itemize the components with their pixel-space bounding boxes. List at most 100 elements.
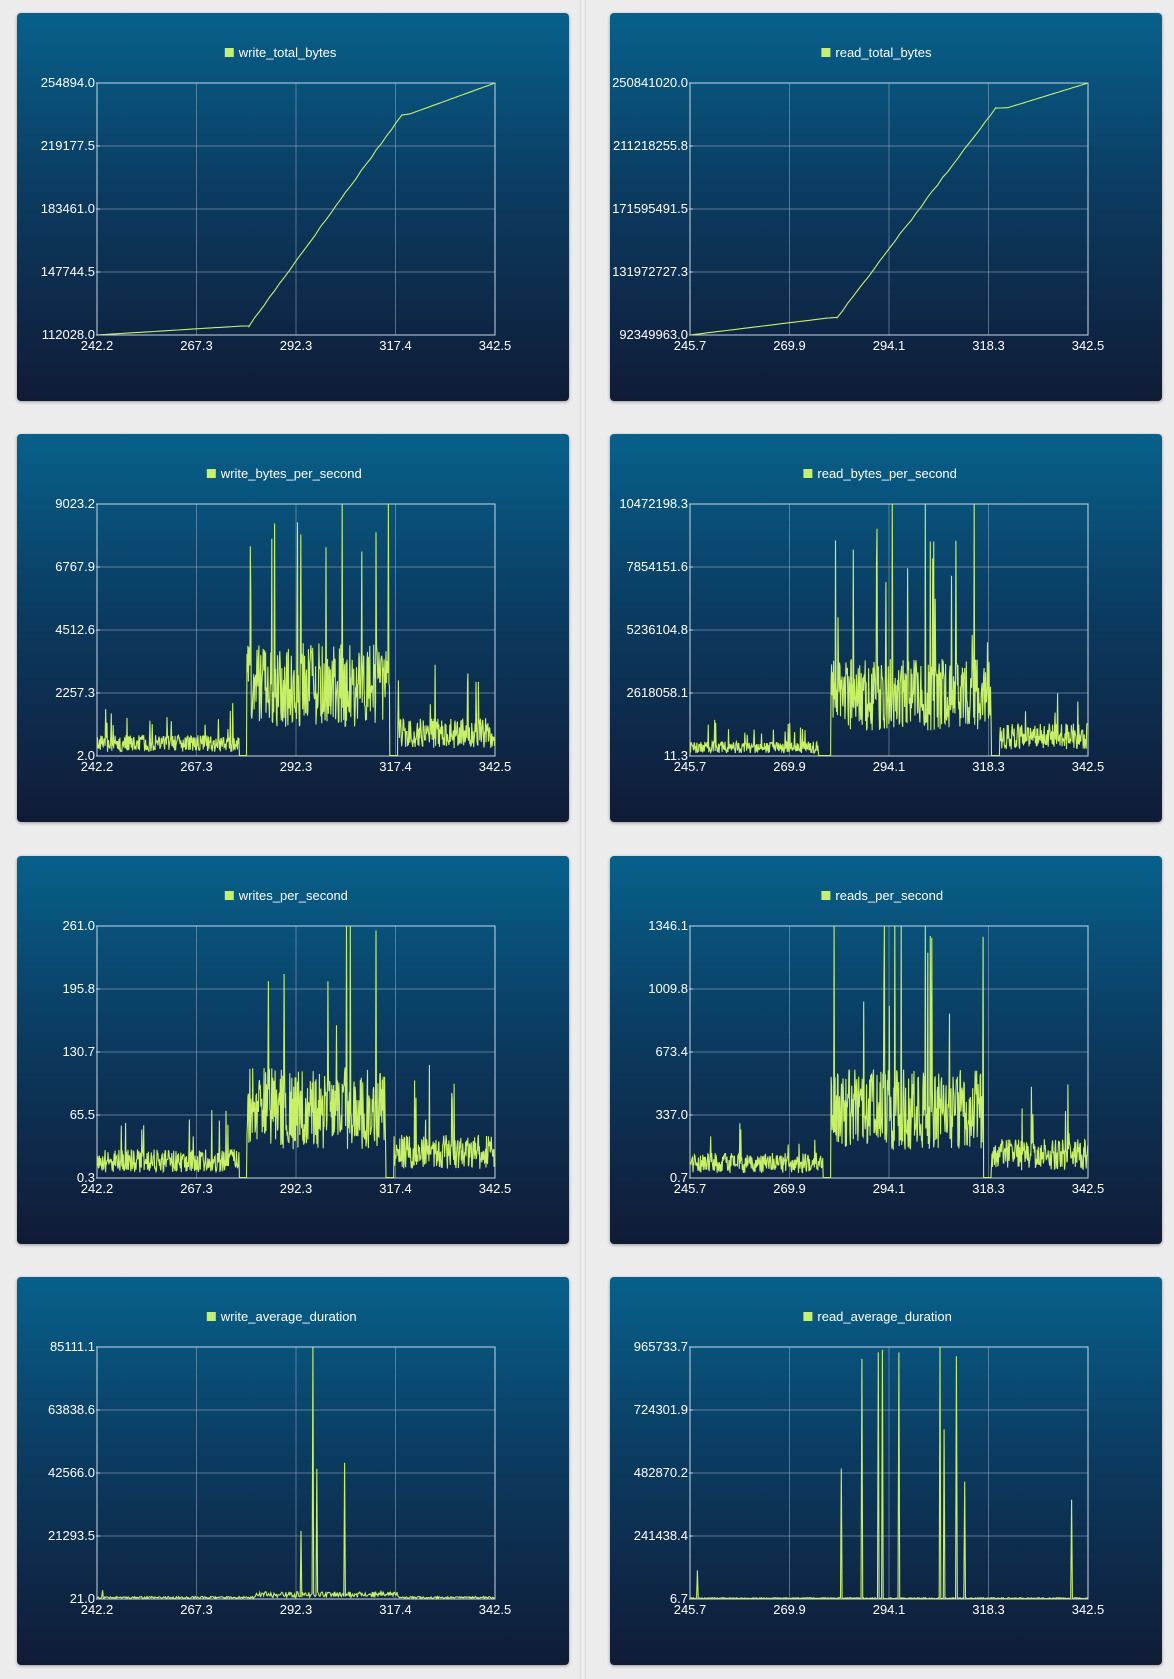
x-tick-label: 294.1	[873, 759, 906, 774]
x-tick-label: 267.3	[180, 1602, 213, 1617]
y-tick-label: 2618058.1	[627, 685, 688, 700]
x-tick-label: 318.3	[972, 759, 1005, 774]
y-tick-label: 147744.5	[41, 264, 95, 279]
x-tick-label: 342.5	[1072, 1602, 1105, 1617]
legend-swatch	[206, 469, 216, 478]
x-tick-label: 342.5	[479, 338, 512, 353]
x-tick-label: 242.2	[81, 1181, 114, 1196]
x-tick-label: 292.3	[280, 1602, 313, 1617]
series-line	[96, 82, 496, 336]
y-tick-label: 250841020.0	[612, 75, 688, 90]
chart-panel-write-average-duration: write_average_duration 242.2 267.3 292.3 317…	[17, 1277, 569, 1665]
y-tick-label: 5236104.8	[627, 622, 688, 637]
y-tick-label: 65.5	[70, 1107, 95, 1122]
x-tick-label: 317.4	[379, 759, 412, 774]
y-tick-label: 171595491.5	[612, 201, 688, 216]
series-line	[96, 1346, 495, 1600]
legend-swatch	[821, 48, 831, 57]
chart-panel-writes-per-second: writes_per_second 242.2 267.3 292.3 317.4 342…	[17, 856, 569, 1244]
legend-label: write_total_bytes	[238, 45, 337, 60]
legend-label: reads_per_second	[835, 888, 943, 903]
series-line	[689, 82, 1089, 336]
x-tick-label: 318.3	[972, 1602, 1005, 1617]
y-tick-label: 211218255.8	[613, 138, 688, 153]
x-tick-label: 318.3	[972, 1181, 1005, 1196]
legend-label: read_bytes_per_second	[817, 466, 957, 481]
x-tick-label: 269.9	[773, 338, 806, 353]
x-tick-label: 267.3	[180, 759, 213, 774]
y-tick-label: 11.3	[664, 748, 688, 763]
chart-panel-reads-per-second: reads_per_second 245.7 269.9 294.1 318.3 342.…	[610, 856, 1162, 1244]
y-tick-label: 673.4	[655, 1044, 688, 1059]
x-tick-label: 317.4	[379, 1602, 412, 1617]
y-tick-label: 112028.0	[42, 327, 95, 342]
x-tick-label: 294.1	[873, 338, 906, 353]
chart-read-average-duration: read_average_duration 245.7 269.9 294.1 318.…	[634, 1309, 1105, 1617]
x-tick-label: 245.7	[674, 1602, 707, 1617]
x-tick-label: 267.3	[180, 338, 213, 353]
legend-label: read_average_duration	[817, 1309, 951, 1324]
y-tick-label: 7854151.6	[627, 559, 688, 574]
legend-label: read_total_bytes	[835, 45, 932, 60]
y-tick-label: 131972727.3	[612, 264, 688, 279]
x-tick-label: 245.7	[674, 759, 707, 774]
y-tick-label: 2.0	[77, 748, 95, 763]
legend-swatch	[224, 891, 234, 900]
y-tick-label: 10472198.3	[619, 496, 688, 511]
y-tick-label: 241438.4	[634, 1528, 688, 1543]
y-tick-label: 63838.6	[48, 1402, 95, 1417]
x-tick-label: 242.2	[81, 759, 114, 774]
series-line	[689, 503, 1088, 757]
series-line	[96, 925, 496, 1179]
chart-write-bytes-per-second: write_bytes_per_second 242.2 267.3 292.3 317…	[55, 466, 512, 774]
chart-panel-read-bytes-per-second: read_bytes_per_second 245.7 269.9 294.1 318.…	[610, 434, 1162, 822]
y-tick-label: 4512.6	[55, 622, 95, 637]
x-tick-label: 294.1	[873, 1181, 906, 1196]
y-tick-label: 6767.9	[55, 559, 95, 574]
chart-write-average-duration: write_average_duration 242.2 267.3 292.3 317…	[48, 1309, 512, 1617]
x-tick-label: 269.9	[773, 759, 806, 774]
x-tick-label: 292.3	[280, 338, 313, 353]
y-tick-label: 130.7	[62, 1044, 95, 1059]
y-tick-label: 219177.5	[41, 138, 95, 153]
x-tick-label: 342.5	[479, 759, 512, 774]
y-tick-label: 1346.1	[648, 918, 688, 933]
series-line	[689, 1346, 1089, 1600]
x-tick-label: 269.9	[773, 1181, 806, 1196]
x-tick-label: 342.5	[479, 1602, 512, 1617]
y-tick-label: 724301.9	[634, 1402, 688, 1417]
x-tick-label: 342.5	[1072, 1181, 1105, 1196]
legend-swatch	[821, 891, 831, 900]
y-tick-label: 337.0	[655, 1107, 688, 1122]
chart-write-total-bytes: write_total_bytes 242.2 267.3 292.3 317.4 342…	[41, 45, 512, 353]
y-tick-label: 9023.2	[55, 496, 95, 511]
legend-swatch	[224, 48, 234, 57]
chart-panel-read-average-duration: read_average_duration 245.7 269.9 294.1 318.…	[610, 1277, 1162, 1665]
x-tick-label: 242.2	[81, 1602, 114, 1617]
y-tick-label: 482870.2	[634, 1465, 688, 1480]
y-tick-label: 965733.7	[634, 1339, 688, 1354]
legend-swatch	[803, 1312, 813, 1321]
x-tick-label: 292.3	[280, 1181, 313, 1196]
series-line	[689, 925, 1089, 1179]
y-tick-label: 21.0	[70, 1591, 95, 1606]
y-tick-label: 92349963.0	[619, 327, 688, 342]
y-tick-label: 2257.3	[55, 685, 95, 700]
y-tick-label: 21293.5	[48, 1528, 95, 1543]
x-tick-label: 267.3	[180, 1181, 213, 1196]
column-divider	[580, 0, 586, 1679]
y-tick-label: 183461.0	[41, 201, 95, 216]
legend-swatch	[206, 1312, 216, 1321]
legend-swatch	[803, 469, 813, 478]
x-tick-label: 342.5	[479, 1181, 512, 1196]
x-tick-label: 317.4	[379, 1181, 412, 1196]
chart-panel-read-total-bytes: read_total_bytes 245.7 269.9 294.1 318.3 342.…	[610, 13, 1162, 401]
y-tick-label: 261.0	[62, 918, 95, 933]
chart-read-total-bytes: read_total_bytes 245.7 269.9 294.1 318.3 342.…	[612, 45, 1105, 353]
legend-label: write_bytes_per_second	[220, 466, 362, 481]
x-tick-label: 342.5	[1072, 338, 1105, 353]
legend-label: write_average_duration	[220, 1309, 357, 1324]
chart-panel-write-bytes-per-second: write_bytes_per_second 242.2 267.3 292.3 317…	[17, 434, 569, 822]
y-tick-label: 0.3	[77, 1170, 95, 1185]
chart-read-bytes-per-second: read_bytes_per_second 245.7 269.9 294.1 318.…	[619, 466, 1104, 774]
